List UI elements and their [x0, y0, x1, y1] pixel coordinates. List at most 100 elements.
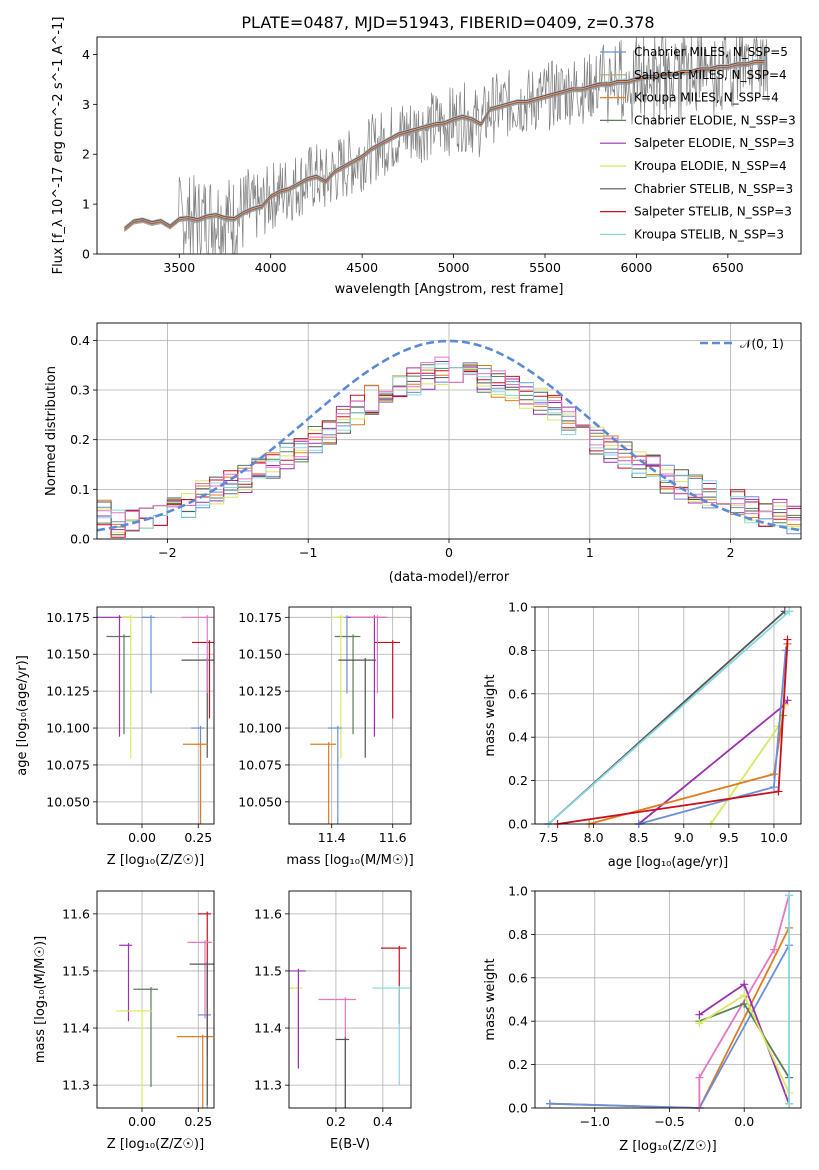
mass-weight-point: [785, 607, 794, 616]
y-tick-label: 0.2: [508, 773, 528, 788]
y-tick-label: 11.4: [254, 1021, 282, 1036]
model-spectrum-line: [124, 61, 765, 230]
y-tick-label: 0: [82, 247, 90, 262]
y-tick-label: 0.4: [508, 730, 528, 745]
mass-weight-point: [785, 891, 794, 900]
x-tick-label: 0.00: [128, 830, 156, 845]
x-tick-label: 0.4: [373, 1114, 393, 1129]
y-tick-label: 0.2: [508, 1057, 528, 1072]
y-tick-label: 3: [82, 97, 90, 112]
x-tick-label: 3500: [163, 260, 195, 275]
figure-title: PLATE=0487, MJD=51943, FIBERID=0409, z=0…: [241, 13, 654, 32]
x-tick-label: 0.2: [326, 1114, 346, 1129]
y-tick-label: 1: [82, 197, 90, 212]
model-spectrum-line: [124, 63, 765, 232]
mass-weight-line: [588, 643, 789, 825]
y-tick-label: 10.175: [46, 610, 90, 625]
mass-weight-point: [740, 980, 749, 989]
y-tick-label: 0.0: [70, 532, 90, 547]
axes-frame: [288, 890, 412, 1109]
model-spectrum-line: [124, 59, 765, 228]
y-axis-label: mass weight: [483, 674, 498, 756]
x-tick-label: 0.25: [184, 1114, 212, 1129]
x-tick-label: 5000: [438, 260, 470, 275]
legend-label: Chabrier STELIB, N_SSP=3: [634, 182, 793, 196]
x-tick-label: −0.5: [654, 1114, 684, 1129]
y-tick-label: 0.8: [508, 927, 528, 942]
x-tick-label: 5500: [529, 260, 561, 275]
y-tick-label: 11.6: [62, 906, 90, 921]
legend-label: Salpeter ELODIE, N_SSP=3: [634, 136, 795, 150]
x-tick-label: 0.0: [734, 1114, 754, 1129]
y-tick-label: 10.050: [46, 794, 90, 809]
x-tick-label: 1: [586, 545, 594, 560]
x-axis-label: E(B-V): [330, 1137, 370, 1152]
mass-weight-point: [783, 635, 792, 644]
x-axis-label: Z [log₁₀(Z/Z☉)]: [619, 1139, 716, 1154]
model-spectrum-line: [124, 63, 765, 232]
y-tick-label: 1.0: [508, 884, 528, 899]
x-axis-label: (data-model)/error: [389, 570, 510, 585]
x-tick-label: −1.0: [580, 1114, 610, 1129]
y-tick-label: 10.125: [46, 684, 90, 699]
x-axis-label: Z [log₁₀(Z/Z☉)]: [107, 853, 204, 868]
x-tick-label: 4500: [346, 260, 378, 275]
y-tick-label: 10.175: [238, 610, 282, 625]
legend-label: 𝒩(0, 1): [740, 337, 784, 351]
x-tick-label: 0: [445, 545, 453, 560]
y-tick-label: 11.6: [254, 906, 282, 921]
y-axis-label: Normed distribution: [44, 366, 59, 496]
legend-label: Salpeter MILES, N_SSP=4: [634, 68, 787, 82]
y-axis-label: Flux [f_λ 10^-17 erg cm^-2 s^-1 A^-1]: [51, 17, 66, 275]
y-tick-label: 0.8: [508, 643, 528, 658]
mass-weight-point: [695, 1073, 704, 1082]
mass-weight-point: [740, 999, 749, 1008]
y-tick-label: 10.100: [238, 721, 282, 736]
y-tick-label: 0.4: [70, 333, 90, 348]
mass-weight-point: [769, 783, 778, 792]
y-tick-label: 11.5: [62, 963, 90, 978]
x-tick-label: 6000: [621, 260, 653, 275]
y-tick-label: 10.150: [46, 647, 90, 662]
model-spectrum-line: [124, 59, 765, 228]
legend-label: Chabrier ELODIE, N_SSP=3: [634, 113, 796, 127]
y-tick-label: 10.075: [238, 757, 282, 772]
y-tick-label: 10.050: [238, 794, 282, 809]
x-tick-label: 9.5: [719, 830, 739, 845]
axes-frame: [534, 606, 802, 825]
axes-frame: [96, 36, 802, 255]
x-tick-label: 8.5: [629, 830, 649, 845]
x-tick-label: 4000: [255, 260, 287, 275]
mass-weight-point: [545, 1099, 554, 1108]
legend-label: Kroupa STELIB, N_SSP=3: [634, 227, 784, 241]
x-tick-label: 0.25: [184, 830, 212, 845]
mass-weight-point: [780, 700, 789, 709]
y-tick-label: 10.075: [46, 757, 90, 772]
x-tick-label: 11.4: [318, 830, 346, 845]
axes-frame: [288, 606, 412, 825]
axes-frame: [96, 322, 802, 540]
legend-label: Chabrier MILES, N_SSP=5: [634, 45, 788, 59]
x-tick-label: 6500: [712, 260, 744, 275]
x-tick-label: 7.5: [539, 830, 559, 845]
y-tick-label: 1.0: [508, 600, 528, 615]
y-tick-label: 10.125: [238, 684, 282, 699]
y-axis-label: mass weight: [483, 958, 498, 1040]
y-axis-label: mass [log₁₀(M/M☉)]: [33, 936, 48, 1063]
y-tick-label: 0.6: [508, 970, 528, 985]
y-axis-label: age [log₁₀(age/yr)]: [15, 655, 30, 776]
mass-weight-point: [781, 646, 790, 655]
axes-frame: [96, 606, 215, 825]
y-tick-label: 2: [82, 147, 90, 162]
normal-reference-curve: [96, 339, 802, 532]
x-axis-label: age [log₁₀(age/yr)]: [608, 855, 729, 870]
x-tick-label: 8.0: [584, 830, 604, 845]
x-axis-label: wavelength [Angstrom, rest frame]: [335, 282, 564, 297]
y-tick-label: 4: [82, 47, 90, 62]
y-tick-label: 0.3: [70, 383, 90, 398]
x-axis-label: Z [log₁₀(Z/Z☉)]: [107, 1137, 204, 1152]
y-tick-label: 10.150: [238, 647, 282, 662]
legend-label: Kroupa MILES, N_SSP=4: [634, 91, 779, 105]
x-tick-label: 9.0: [674, 830, 694, 845]
residual-histogram: [97, 368, 801, 533]
